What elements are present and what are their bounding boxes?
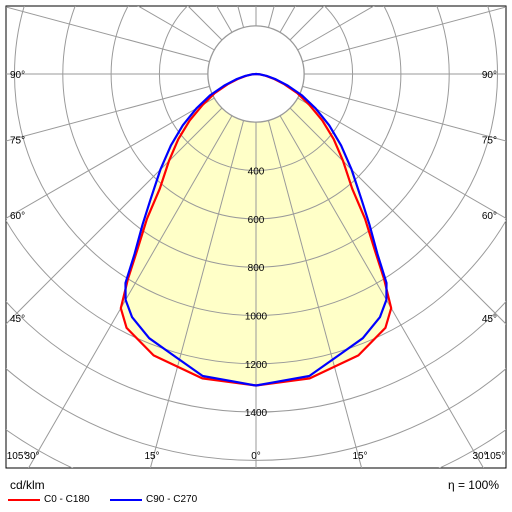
grid-spoke xyxy=(279,115,485,468)
legend-label-c90-c270: C90 - C270 xyxy=(146,494,198,505)
radial-tick-label-1200: 1200 xyxy=(245,360,268,371)
angle-label-75-left: 75° xyxy=(10,135,25,146)
angle-label-105-right: 105° xyxy=(485,451,506,462)
efficiency-label: η = 100% xyxy=(447,478,499,492)
radial-tick-label-800: 800 xyxy=(248,263,265,274)
legend-item-c0-c180: C0 - C180 xyxy=(8,494,90,505)
angle-label-0: 0° xyxy=(251,451,261,462)
grid-spoke xyxy=(6,97,215,219)
angle-label-45-left: 45° xyxy=(10,314,25,325)
radial-tick-label-600: 600 xyxy=(248,215,265,226)
radial-tick-label-1400: 1400 xyxy=(245,408,268,419)
angle-label-60-right: 60° xyxy=(482,211,497,222)
angle-label-30-left: 30° xyxy=(24,451,39,462)
angle-label-60-left: 60° xyxy=(10,211,25,222)
grid-spoke xyxy=(267,120,363,468)
grid-spoke xyxy=(149,120,245,468)
legend-item-c90-c270: C90 - C270 xyxy=(110,494,197,505)
grid-spoke xyxy=(297,6,375,51)
grid-spoke xyxy=(6,85,210,142)
grid-spoke xyxy=(6,107,223,325)
legend-swatch-c90-c270 xyxy=(110,498,142,501)
grid-spoke xyxy=(302,6,506,63)
angle-label-90-left: 90° xyxy=(10,70,25,81)
grid-spoke xyxy=(289,107,506,325)
legend-swatch-c0-c180 xyxy=(8,498,40,501)
angle-label-45-right: 45° xyxy=(482,314,497,325)
angle-label-15-left: 15° xyxy=(144,451,159,462)
grid-spoke xyxy=(137,6,215,51)
grid-spoke xyxy=(6,6,210,63)
grid-spoke xyxy=(27,115,233,468)
angle-label-105-left: 105° xyxy=(7,451,28,462)
grid-spoke xyxy=(297,97,506,219)
polar-intensity-chart: 400 600 800 1000 1200 1400 105° 105° 90° 90° 75° 75… xyxy=(5,5,507,469)
angle-label-30-right: 30° xyxy=(472,451,487,462)
angle-label-75-right: 75° xyxy=(482,135,497,146)
series-line-c90-c270 xyxy=(124,72,388,387)
radial-tick-label-400: 400 xyxy=(248,167,265,178)
unit-label: cd/klm xyxy=(10,478,45,492)
angle-label-15-right: 15° xyxy=(352,451,367,462)
legend-label-c0-c180: C0 - C180 xyxy=(44,494,90,505)
grid-spoke xyxy=(302,85,506,142)
angle-label-90-right: 90° xyxy=(482,70,497,81)
radial-tick-label-1000: 1000 xyxy=(245,312,268,323)
